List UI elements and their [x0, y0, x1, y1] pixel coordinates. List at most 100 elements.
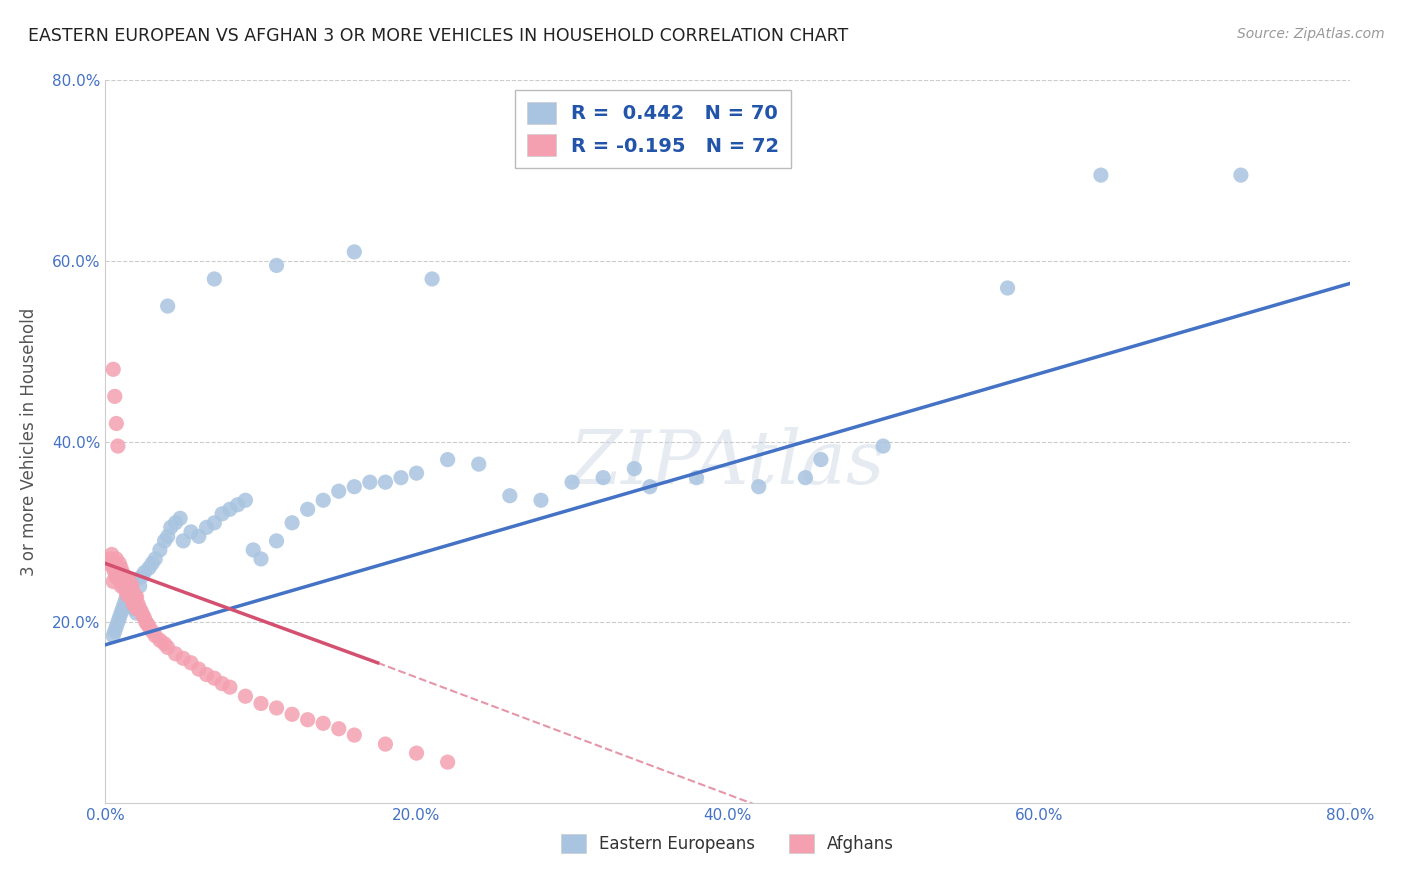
Point — [810, 452, 832, 467]
Point — [107, 615, 129, 630]
Point — [125, 590, 148, 604]
Point — [748, 480, 770, 494]
Point — [436, 452, 458, 467]
Point — [405, 746, 427, 760]
Point — [125, 601, 148, 615]
Point — [250, 697, 273, 711]
Point — [107, 561, 129, 575]
Point — [129, 570, 152, 584]
Point — [122, 586, 145, 600]
Point — [389, 471, 412, 485]
Point — [359, 475, 381, 490]
Point — [120, 577, 142, 591]
Text: ZIPAtlas: ZIPAtlas — [569, 427, 886, 500]
Point — [638, 480, 661, 494]
Point — [165, 516, 187, 530]
Point — [103, 362, 125, 376]
Point — [794, 471, 817, 485]
Point — [110, 570, 132, 584]
Point — [124, 592, 146, 607]
Point — [134, 610, 156, 624]
Point — [118, 583, 141, 598]
Point — [297, 713, 319, 727]
Point — [138, 561, 160, 575]
Point — [405, 466, 427, 480]
Point — [128, 601, 150, 615]
Point — [128, 579, 150, 593]
Point — [134, 566, 156, 580]
Point — [143, 629, 166, 643]
Point — [125, 606, 148, 620]
Point — [202, 272, 225, 286]
Point — [153, 533, 176, 548]
Point — [110, 579, 132, 593]
Point — [105, 552, 128, 566]
Point — [226, 498, 249, 512]
Point — [122, 601, 145, 615]
Point — [436, 755, 458, 769]
Point — [420, 272, 443, 286]
Point — [104, 566, 127, 580]
Point — [499, 489, 522, 503]
Point — [111, 601, 134, 615]
Point — [623, 461, 645, 475]
Point — [100, 548, 122, 562]
Point — [312, 716, 335, 731]
Point — [235, 690, 257, 704]
Point — [110, 561, 132, 575]
Point — [118, 583, 141, 598]
Point — [343, 480, 366, 494]
Point — [141, 557, 163, 571]
Point — [297, 502, 319, 516]
Point — [250, 552, 273, 566]
Point — [124, 590, 146, 604]
Point — [141, 624, 163, 639]
Point — [149, 542, 172, 557]
Point — [172, 651, 194, 665]
Point — [1090, 168, 1112, 182]
Point — [108, 566, 131, 580]
Point — [211, 676, 233, 690]
Point — [115, 588, 138, 602]
Point — [138, 620, 160, 634]
Point — [127, 597, 149, 611]
Point — [118, 572, 141, 586]
Text: Source: ZipAtlas.com: Source: ZipAtlas.com — [1237, 27, 1385, 41]
Point — [561, 475, 583, 490]
Point — [467, 457, 489, 471]
Point — [114, 592, 136, 607]
Point — [112, 579, 135, 593]
Point — [159, 520, 181, 534]
Point — [110, 606, 132, 620]
Point — [211, 507, 233, 521]
Point — [242, 542, 264, 557]
Point — [872, 439, 894, 453]
Point — [121, 579, 143, 593]
Point — [120, 588, 142, 602]
Point — [312, 493, 335, 508]
Point — [103, 561, 125, 575]
Point — [156, 299, 179, 313]
Point — [112, 570, 135, 584]
Point — [108, 557, 131, 571]
Point — [115, 574, 138, 589]
Point — [180, 656, 202, 670]
Point — [266, 259, 288, 273]
Point — [343, 728, 366, 742]
Point — [129, 604, 152, 618]
Point — [121, 592, 143, 607]
Point — [685, 471, 707, 485]
Point — [120, 579, 142, 593]
Point — [592, 471, 614, 485]
Y-axis label: 3 or more Vehicles in Household: 3 or more Vehicles in Household — [20, 308, 38, 575]
Point — [172, 533, 194, 548]
Point — [97, 557, 120, 571]
Point — [180, 524, 202, 539]
Point — [343, 244, 366, 259]
Point — [149, 633, 172, 648]
Point — [111, 574, 134, 589]
Point — [328, 722, 350, 736]
Point — [187, 662, 209, 676]
Point — [122, 597, 145, 611]
Point — [281, 516, 304, 530]
